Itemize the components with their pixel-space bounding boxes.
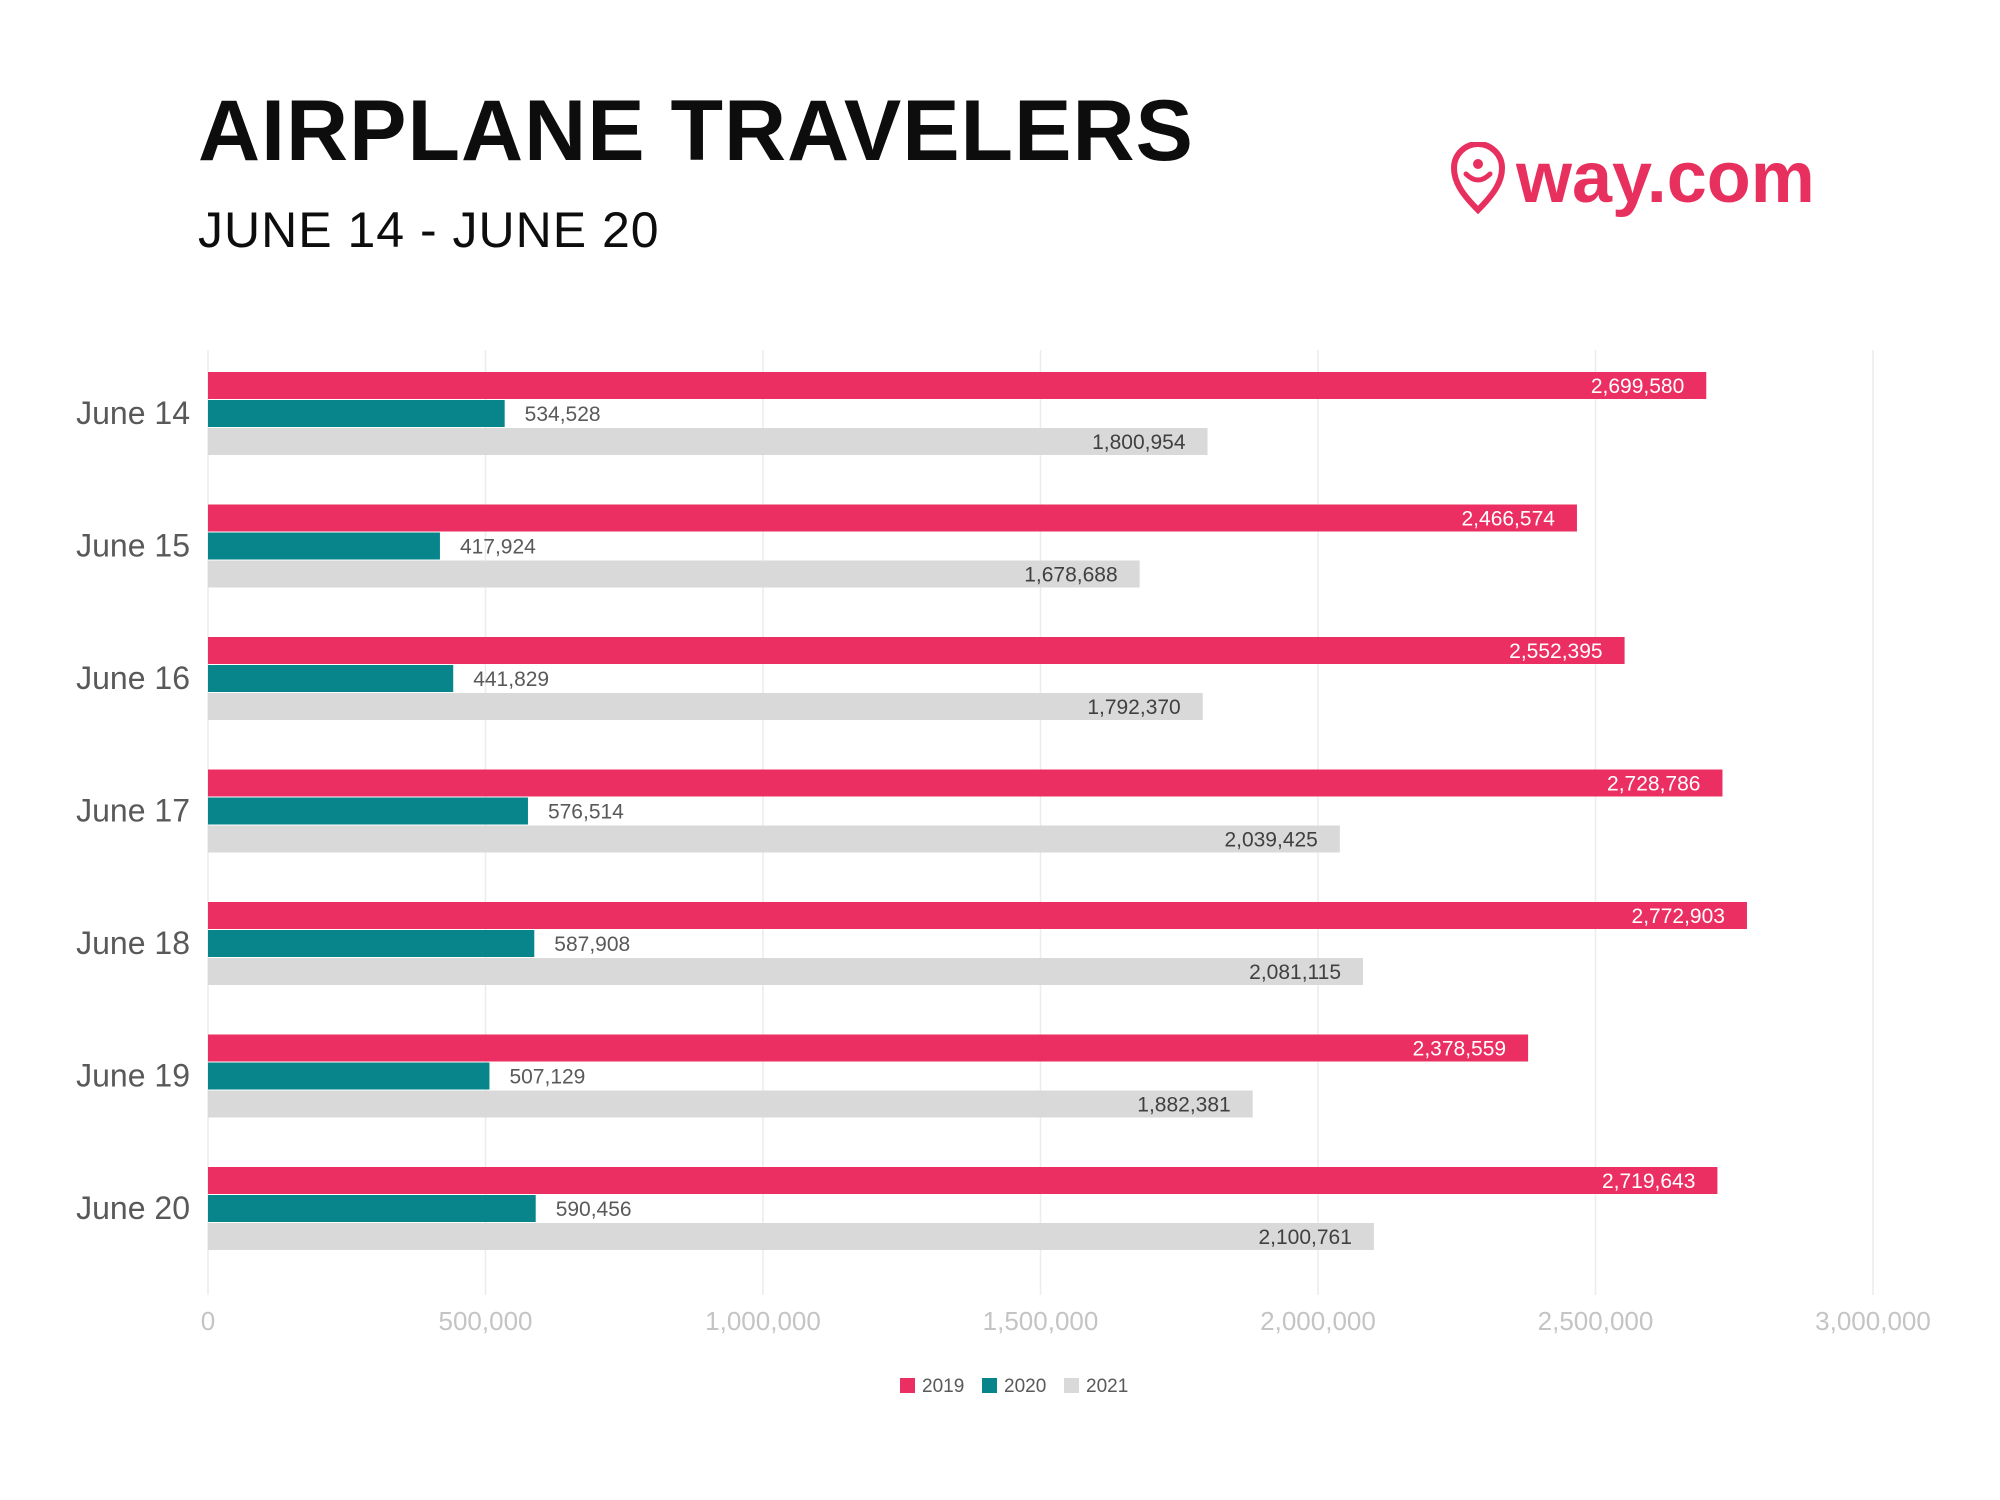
x-tick-label: 500,000 [439, 1306, 533, 1336]
bar-2019 [208, 637, 1625, 664]
bar-2019 [208, 504, 1577, 532]
data-label: 2,378,559 [1413, 1038, 1506, 1061]
x-tick-label: 1,000,000 [705, 1306, 821, 1336]
data-label: 1,882,381 [1137, 1094, 1230, 1117]
bar-2020 [208, 1195, 536, 1222]
data-label: 441,829 [473, 668, 549, 691]
data-label: 2,772,903 [1632, 905, 1725, 928]
x-tick-label: 2,500,000 [1538, 1306, 1654, 1336]
chart-title: AIRPLANE TRAVELERS [198, 83, 1194, 179]
bar-2020 [208, 400, 505, 427]
bar-2020 [208, 1062, 490, 1090]
x-tick-label: 1,500,000 [983, 1306, 1099, 1336]
category-label: June 16 [76, 660, 190, 696]
location-pin-smiley-icon [1450, 142, 1506, 214]
bar-2019 [208, 372, 1707, 399]
bar-2021 [208, 1090, 1253, 1118]
data-label: 2,699,580 [1591, 375, 1684, 398]
x-tick-label: 0 [201, 1306, 215, 1336]
legend-label: 2021 [1086, 1376, 1128, 1397]
bar-2020 [208, 797, 528, 825]
brand-logo: way.com [1450, 138, 1815, 218]
data-label: 590,456 [556, 1198, 632, 1221]
data-label: 1,792,370 [1087, 696, 1180, 719]
category-label: June 17 [76, 793, 190, 829]
bar-2020 [208, 665, 454, 692]
bar-2021 [208, 560, 1140, 588]
legend-label: 2019 [922, 1376, 964, 1397]
bar-2021 [208, 428, 1208, 455]
category-label: June 19 [76, 1058, 190, 1094]
legend-swatch [900, 1378, 915, 1393]
data-label: 2,719,643 [1602, 1170, 1695, 1193]
data-label: 1,800,954 [1092, 431, 1186, 454]
chart-subtitle: JUNE 14 - JUNE 20 [198, 202, 660, 258]
category-label: June 20 [76, 1190, 190, 1226]
bar-2020 [208, 532, 440, 560]
category-label: June 14 [76, 395, 190, 431]
data-label: 534,528 [525, 403, 601, 426]
logo-text: way.com [1516, 138, 1815, 218]
legend-swatch [1064, 1378, 1079, 1393]
legend-label: 2020 [1004, 1376, 1046, 1397]
data-label: 507,129 [509, 1066, 585, 1089]
bar-2021 [208, 1223, 1374, 1250]
bar-2019 [208, 1034, 1529, 1062]
bar-2019 [208, 769, 1723, 797]
bar-2019 [208, 902, 1747, 929]
data-label: 2,081,115 [1249, 961, 1341, 984]
bar-2019 [208, 1167, 1718, 1194]
data-label: 2,466,574 [1462, 508, 1556, 531]
legend-swatch [982, 1378, 997, 1393]
category-label: June 18 [76, 925, 190, 961]
bar-2021 [208, 825, 1340, 853]
data-label: 2,728,786 [1607, 773, 1700, 796]
data-label: 2,552,395 [1509, 640, 1602, 663]
bar-2021 [208, 693, 1203, 720]
x-tick-label: 2,000,000 [1260, 1306, 1376, 1336]
bar-2021 [208, 958, 1364, 985]
data-label: 2,039,425 [1224, 829, 1317, 852]
category-label: June 15 [76, 528, 190, 564]
data-label: 576,514 [548, 801, 624, 824]
x-tick-label: 3,000,000 [1815, 1306, 1931, 1336]
data-label: 1,678,688 [1024, 564, 1117, 587]
data-label: 2,100,761 [1258, 1226, 1351, 1249]
data-label: 587,908 [554, 933, 630, 956]
data-label: 417,924 [460, 536, 536, 559]
bar-2020 [208, 930, 535, 957]
